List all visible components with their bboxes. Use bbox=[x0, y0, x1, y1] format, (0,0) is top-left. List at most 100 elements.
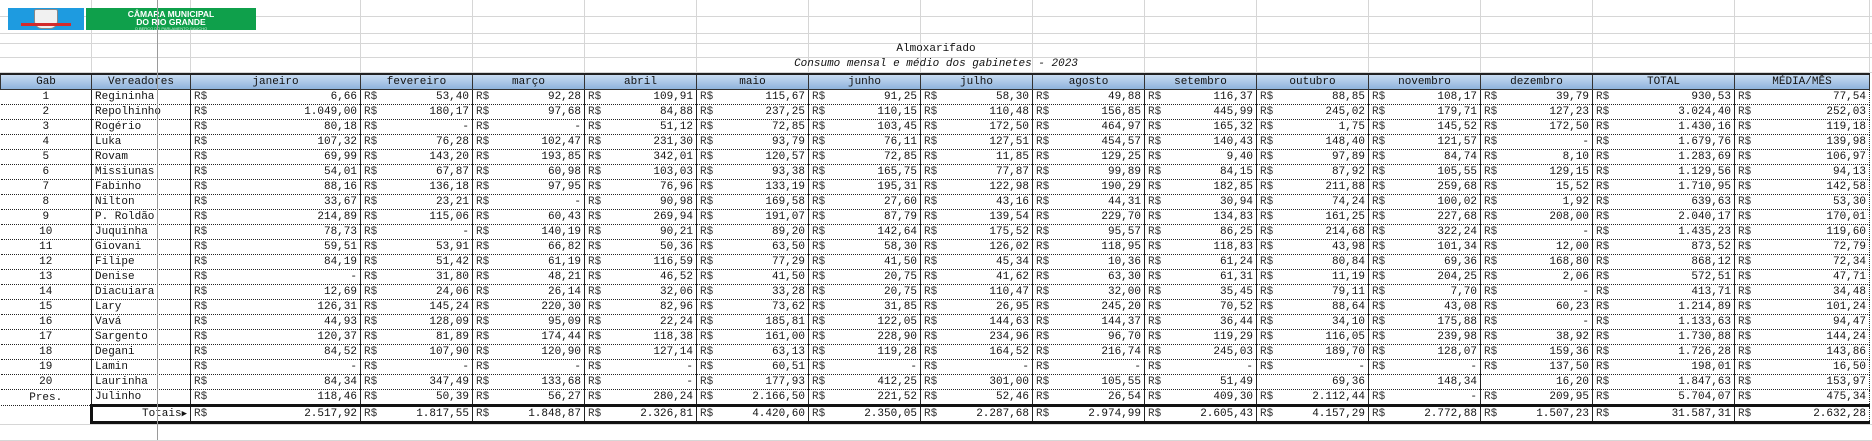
value-cell-agosto[interactable]: R$ 118,95 bbox=[1032, 239, 1145, 255]
gab-cell[interactable]: 7 bbox=[0, 179, 92, 195]
vereador-name-cell[interactable]: Fabinho bbox=[91, 179, 191, 195]
gab-cell[interactable]: 4 bbox=[0, 134, 92, 150]
value-cell-fevereiro[interactable]: R$ 51,42 bbox=[360, 254, 473, 270]
value-cell-julho[interactable]: R$ 77,87 bbox=[920, 164, 1033, 180]
value-cell-media-mes[interactable]: R$ 143,86 bbox=[1734, 344, 1870, 360]
value-cell-maio[interactable]: R$ 89,20 bbox=[696, 224, 809, 240]
value-cell-novembro[interactable]: R$ 84,74 bbox=[1368, 149, 1481, 165]
column-header-dezembro[interactable]: dezembro bbox=[1480, 73, 1593, 90]
gab-cell[interactable]: 8 bbox=[0, 194, 92, 210]
value-cell-novembro[interactable]: R$ - bbox=[1368, 389, 1481, 406]
value-cell-junho[interactable]: R$ 165,75 bbox=[808, 164, 921, 180]
value-cell-abril[interactable]: R$ 32,06 bbox=[584, 284, 697, 300]
vereador-name-cell[interactable]: Denise bbox=[91, 269, 191, 285]
value-cell-junho[interactable]: R$ 76,11 bbox=[808, 134, 921, 150]
value-cell-agosto[interactable]: R$ 32,00 bbox=[1032, 284, 1145, 300]
value-cell-setembro[interactable]: R$ 86,25 bbox=[1144, 224, 1257, 240]
value-cell-agosto[interactable]: R$ 245,20 bbox=[1032, 299, 1145, 315]
value-cell-media-mes[interactable]: R$ 119,60 bbox=[1734, 224, 1870, 240]
gab-cell[interactable]: Pres. bbox=[0, 389, 92, 406]
vereador-name-cell[interactable]: Missiunas bbox=[91, 164, 191, 180]
value-cell-total[interactable]: R$ 873,52 bbox=[1592, 239, 1735, 255]
gab-cell[interactable]: 16 bbox=[0, 314, 92, 330]
total-cell-media-mes[interactable]: R$ 2.632,28 bbox=[1734, 404, 1870, 424]
value-cell-maio[interactable]: R$ 63,13 bbox=[696, 344, 809, 360]
value-cell-maio[interactable]: R$ 93,79 bbox=[696, 134, 809, 150]
value-cell-julho[interactable]: R$ 139,54 bbox=[920, 209, 1033, 225]
value-cell-fevereiro[interactable]: R$ 81,89 bbox=[360, 329, 473, 345]
value-cell-outubro[interactable]: R$ 116,05 bbox=[1256, 329, 1369, 345]
value-cell-total[interactable]: R$ 198,01 bbox=[1592, 359, 1735, 375]
value-cell-julho[interactable]: R$ 58,30 bbox=[920, 89, 1033, 105]
value-cell-setembro[interactable]: R$ 51,49 bbox=[1144, 374, 1257, 390]
value-cell-fevereiro[interactable]: R$ 53,91 bbox=[360, 239, 473, 255]
value-cell-total[interactable]: R$ 1.847,63 bbox=[1592, 374, 1735, 390]
column-header-julho[interactable]: julho bbox=[920, 73, 1033, 90]
value-cell-outubro[interactable]: R$ 34,10 bbox=[1256, 314, 1369, 330]
value-cell-total[interactable]: R$ 2.040,17 bbox=[1592, 209, 1735, 225]
value-cell-marco[interactable]: R$ 61,19 bbox=[472, 254, 585, 270]
value-cell-setembro[interactable]: R$ - bbox=[1144, 359, 1257, 375]
total-cell-novembro[interactable]: R$ 2.772,88 bbox=[1368, 404, 1481, 424]
value-cell-junho[interactable]: R$ 122,05 bbox=[808, 314, 921, 330]
value-cell-fevereiro[interactable]: R$ 31,80 bbox=[360, 269, 473, 285]
value-cell-abril[interactable]: R$ 118,38 bbox=[584, 329, 697, 345]
value-cell-dezembro[interactable]: R$ 8,10 bbox=[1480, 149, 1593, 165]
value-cell-media-mes[interactable]: R$ 170,01 bbox=[1734, 209, 1870, 225]
value-cell-junho[interactable]: R$ 119,28 bbox=[808, 344, 921, 360]
column-header-media-mes[interactable]: MÉDIA/MÊS bbox=[1734, 73, 1870, 90]
value-cell-media-mes[interactable]: R$ 94,13 bbox=[1734, 164, 1870, 180]
value-cell-dezembro[interactable]: 16,20 bbox=[1480, 374, 1593, 390]
value-cell-setembro[interactable]: R$ 118,83 bbox=[1144, 239, 1257, 255]
vereador-name-cell[interactable]: Repolhinho bbox=[91, 104, 191, 120]
value-cell-novembro[interactable]: R$ 108,17 bbox=[1368, 89, 1481, 105]
value-cell-agosto[interactable]: R$ 99,89 bbox=[1032, 164, 1145, 180]
value-cell-marco[interactable]: R$ 95,09 bbox=[472, 314, 585, 330]
value-cell-janeiro[interactable]: R$ 126,31 bbox=[190, 299, 361, 315]
totals-label-cell[interactable]: Totais▶ bbox=[90, 404, 191, 424]
value-cell-media-mes[interactable]: R$ 153,97 bbox=[1734, 374, 1870, 390]
value-cell-julho[interactable]: R$ 11,85 bbox=[920, 149, 1033, 165]
total-cell-janeiro[interactable]: R$ 2.517,92 bbox=[190, 404, 361, 424]
value-cell-agosto[interactable]: R$ 229,70 bbox=[1032, 209, 1145, 225]
value-cell-agosto[interactable]: R$ 44,31 bbox=[1032, 194, 1145, 210]
value-cell-media-mes[interactable]: R$ 106,97 bbox=[1734, 149, 1870, 165]
value-cell-julho[interactable]: R$ 110,48 bbox=[920, 104, 1033, 120]
value-cell-julho[interactable]: R$ 144,63 bbox=[920, 314, 1033, 330]
value-cell-media-mes[interactable]: R$ 94,47 bbox=[1734, 314, 1870, 330]
gab-cell[interactable]: 6 bbox=[0, 164, 92, 180]
value-cell-dezembro[interactable]: R$ 129,15 bbox=[1480, 164, 1593, 180]
vereador-name-cell[interactable]: Lary bbox=[91, 299, 191, 315]
gab-cell[interactable]: 15 bbox=[0, 299, 92, 315]
value-cell-novembro[interactable]: R$ 69,36 bbox=[1368, 254, 1481, 270]
vereador-name-cell[interactable]: Rovam bbox=[91, 149, 191, 165]
value-cell-novembro[interactable]: R$ 259,68 bbox=[1368, 179, 1481, 195]
value-cell-maio[interactable]: R$ 77,29 bbox=[696, 254, 809, 270]
value-cell-setembro[interactable]: R$ 35,45 bbox=[1144, 284, 1257, 300]
vereador-name-cell[interactable]: Juquinha bbox=[91, 224, 191, 240]
gab-cell[interactable]: 1 bbox=[0, 89, 92, 105]
value-cell-junho[interactable]: R$ 412,25 bbox=[808, 374, 921, 390]
gab-cell[interactable]: 12 bbox=[0, 254, 92, 270]
value-cell-julho[interactable]: R$ 43,16 bbox=[920, 194, 1033, 210]
value-cell-novembro[interactable]: R$ 100,02 bbox=[1368, 194, 1481, 210]
value-cell-media-mes[interactable]: R$ 53,30 bbox=[1734, 194, 1870, 210]
value-cell-julho[interactable]: R$ 175,52 bbox=[920, 224, 1033, 240]
value-cell-junho[interactable]: R$ 228,90 bbox=[808, 329, 921, 345]
value-cell-total[interactable]: R$ 1.283,69 bbox=[1592, 149, 1735, 165]
value-cell-abril[interactable]: R$ 84,88 bbox=[584, 104, 697, 120]
value-cell-junho[interactable]: R$ 20,75 bbox=[808, 269, 921, 285]
value-cell-marco[interactable]: R$ 97,95 bbox=[472, 179, 585, 195]
value-cell-total[interactable]: R$ 1.430,16 bbox=[1592, 119, 1735, 135]
value-cell-junho[interactable]: R$ 142,64 bbox=[808, 224, 921, 240]
value-cell-agosto[interactable]: R$ 26,54 bbox=[1032, 389, 1145, 406]
vereador-name-cell[interactable]: P. Roldão bbox=[91, 209, 191, 225]
value-cell-maio[interactable]: R$ 191,07 bbox=[696, 209, 809, 225]
value-cell-novembro[interactable]: R$ 121,57 bbox=[1368, 134, 1481, 150]
total-cell-junho[interactable]: R$ 2.350,05 bbox=[808, 404, 921, 424]
vereador-name-cell[interactable]: Regininha bbox=[91, 89, 191, 105]
value-cell-junho[interactable]: R$ 110,15 bbox=[808, 104, 921, 120]
value-cell-abril[interactable]: R$ 231,30 bbox=[584, 134, 697, 150]
value-cell-janeiro[interactable]: R$ - bbox=[190, 359, 361, 375]
value-cell-total[interactable]: R$ 639,63 bbox=[1592, 194, 1735, 210]
